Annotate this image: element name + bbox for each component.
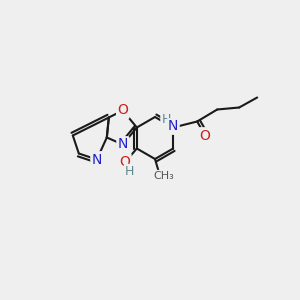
Text: N: N xyxy=(92,152,102,167)
Text: H: H xyxy=(161,113,171,126)
Text: N: N xyxy=(168,119,178,134)
Text: H: H xyxy=(125,165,134,178)
Text: CH₃: CH₃ xyxy=(154,171,174,181)
Text: O: O xyxy=(200,128,211,142)
Text: O: O xyxy=(119,154,130,169)
Text: O: O xyxy=(117,103,128,118)
Text: N: N xyxy=(118,137,128,152)
